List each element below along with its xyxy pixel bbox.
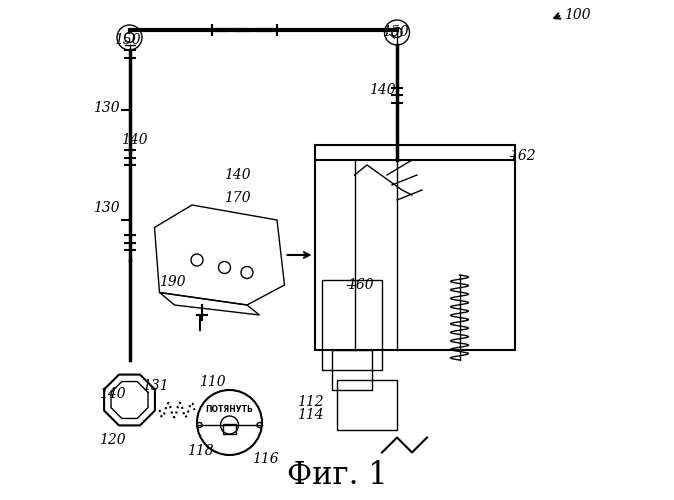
Text: 150: 150: [382, 26, 408, 40]
Text: 140: 140: [224, 168, 251, 182]
Text: 118: 118: [187, 444, 214, 458]
Bar: [223, 424, 236, 434]
Text: 110: 110: [200, 376, 226, 390]
Circle shape: [197, 422, 202, 428]
Text: 170: 170: [224, 190, 251, 204]
Text: 140: 140: [369, 83, 396, 97]
Text: 160: 160: [347, 278, 373, 292]
Text: 116: 116: [252, 452, 278, 466]
Text: 114: 114: [297, 408, 324, 422]
Text: 162: 162: [510, 149, 536, 163]
Text: Фиг. 1: Фиг. 1: [286, 460, 388, 492]
Text: 100: 100: [565, 8, 591, 22]
Text: 120: 120: [100, 433, 126, 447]
Text: 131: 131: [142, 379, 168, 393]
Text: 130: 130: [93, 100, 119, 114]
Text: ПОТЯНУТЬ: ПОТЯНУТЬ: [206, 406, 253, 414]
Bar: [322, 280, 382, 370]
Circle shape: [257, 422, 262, 428]
Text: 150: 150: [115, 33, 141, 47]
Bar: [332, 350, 372, 390]
Text: 190: 190: [160, 276, 186, 289]
Bar: [337, 380, 397, 430]
Text: 130: 130: [93, 200, 119, 214]
Text: 112: 112: [297, 396, 324, 409]
Bar: [315, 145, 514, 350]
Text: 140: 140: [100, 386, 126, 400]
Text: 140: 140: [121, 133, 148, 147]
